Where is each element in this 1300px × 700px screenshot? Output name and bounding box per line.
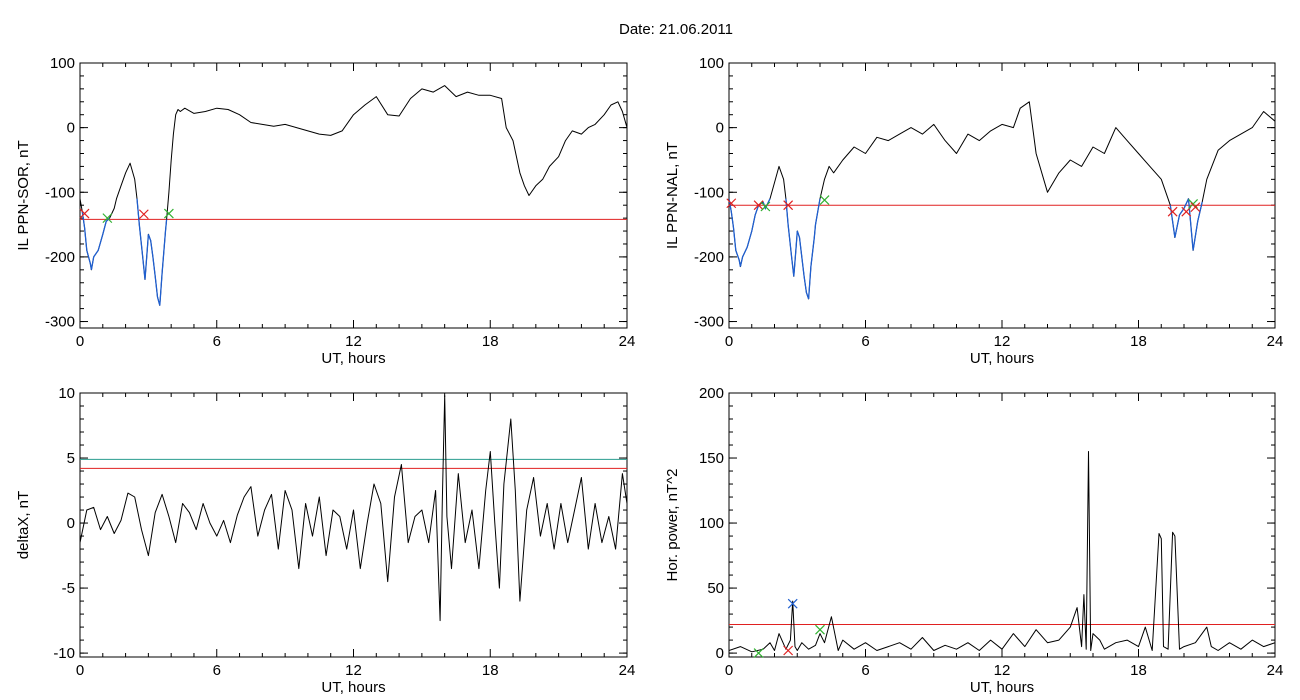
event-marker — [753, 648, 764, 659]
x-tick-label: 0 — [725, 662, 733, 679]
x-tick-label: 12 — [345, 333, 362, 350]
y-tick-label: -5 — [62, 580, 75, 597]
y-tick-label: 150 — [699, 450, 724, 467]
x-tick-label: 24 — [1267, 662, 1284, 679]
y-tick-label: 50 — [707, 580, 724, 597]
figure-title: Date: 21.06.2011 — [619, 21, 733, 38]
plot-frame — [728, 62, 1276, 329]
x-tick-label: 24 — [619, 662, 636, 679]
series-line — [729, 451, 1275, 653]
y-tick-label: 200 — [699, 385, 724, 402]
x-axis-title: UT, hours — [970, 350, 1034, 367]
x-tick-label: 24 — [1267, 333, 1284, 350]
plot-frame — [79, 392, 628, 658]
plot-frame — [728, 392, 1276, 658]
below-threshold-segment — [1187, 198, 1203, 251]
panel-il-ppn-sor: 0 6 12 18 24 100 0 -100 -200 -300 UT, hours IL PPN-… — [15, 55, 635, 367]
event-marker — [815, 624, 825, 635]
x-tick-label: 0 — [76, 333, 84, 350]
x-tick-label: 6 — [213, 333, 221, 350]
x-tick-label: 0 — [76, 662, 84, 679]
y-tick-label: -300 — [694, 314, 724, 331]
y-tick-label: 5 — [67, 450, 75, 467]
event-marker — [1167, 206, 1178, 217]
y-tick-label: 0 — [67, 120, 75, 137]
y-tick-label: -100 — [45, 184, 75, 201]
event-marker — [1190, 202, 1201, 213]
below-threshold-segment — [729, 198, 760, 267]
x-tick-label: 18 — [1130, 662, 1147, 679]
y-tick-label: -300 — [45, 314, 75, 331]
y-tick-label: 0 — [67, 515, 75, 532]
y-axis-title: Hor. power, nT^2 — [664, 469, 681, 582]
x-tick-label: 18 — [482, 333, 499, 350]
below-threshold-segment — [785, 198, 821, 300]
x-tick-label: 12 — [994, 662, 1011, 679]
y-tick-label: 0 — [716, 645, 724, 662]
event-marker — [726, 198, 737, 209]
below-threshold-segment — [1169, 198, 1190, 238]
y-tick-label: 0 — [716, 120, 724, 137]
event-marker — [138, 209, 149, 220]
x-tick-label: 18 — [1130, 333, 1147, 350]
y-tick-label: 100 — [699, 515, 724, 532]
series-line — [80, 85, 627, 306]
x-axis-title: UT, hours — [321, 350, 385, 367]
x-tick-label: 12 — [345, 662, 362, 679]
y-axis-title: IL PPN-NAL, nT — [664, 142, 681, 249]
y-tick-label: -100 — [694, 184, 724, 201]
event-marker — [102, 213, 113, 224]
event-marker — [1181, 206, 1192, 217]
event-marker — [79, 208, 90, 219]
y-tick-label: -200 — [694, 249, 724, 266]
y-tick-label: -200 — [45, 249, 75, 266]
x-tick-label: 6 — [213, 662, 221, 679]
event-marker — [783, 645, 794, 656]
panel-hor-power: 0 6 12 18 24 200 150 100 50 0 UT, hours Hor. power,… — [664, 385, 1283, 696]
event-marker — [787, 598, 798, 609]
plot-frame — [79, 62, 628, 329]
series-line — [80, 395, 627, 622]
y-axis-title: IL PPN-SOR, nT — [15, 140, 32, 250]
x-tick-label: 6 — [861, 333, 869, 350]
x-tick-label: 6 — [861, 662, 869, 679]
x-tick-label: 24 — [619, 333, 636, 350]
below-threshold-segment — [136, 198, 168, 306]
x-tick-label: 18 — [482, 662, 499, 679]
x-tick-label: 12 — [994, 333, 1011, 350]
x-tick-label: 0 — [725, 333, 733, 350]
y-tick-label: 100 — [50, 55, 75, 72]
x-axis-title: UT, hours — [970, 679, 1034, 696]
y-tick-label: 100 — [699, 55, 724, 72]
event-marker — [819, 195, 830, 205]
event-marker — [783, 200, 794, 211]
x-axis-title: UT, hours — [321, 679, 385, 696]
y-axis-title: deltaX, nT — [15, 491, 32, 559]
below-threshold-segment — [81, 211, 111, 270]
panel-il-ppn-nal: 0 6 12 18 24 100 0 -100 -200 -300 UT, hours IL PPN-… — [664, 55, 1283, 367]
event-marker — [760, 201, 771, 212]
panel-deltax: 0 6 12 18 24 10 5 0 -5 -10 UT, hours deltaX, nT — [15, 385, 635, 696]
y-tick-label: -10 — [53, 645, 75, 662]
event-marker — [163, 208, 174, 219]
y-tick-label: 10 — [58, 385, 75, 402]
